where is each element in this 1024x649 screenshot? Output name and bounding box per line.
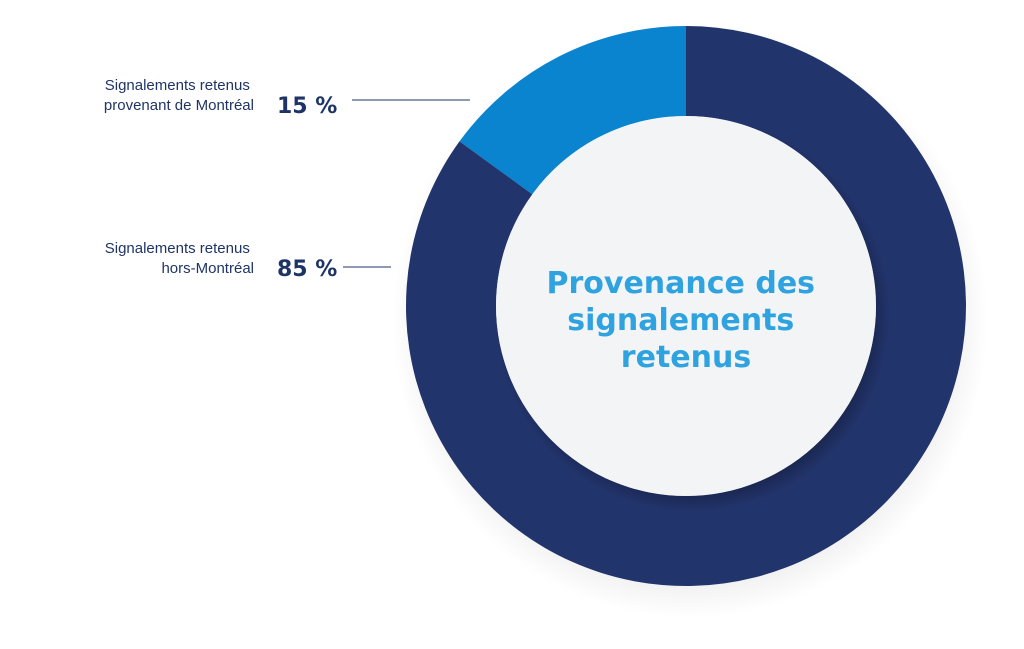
- legend-value-hors-montreal: 85 %: [277, 257, 337, 282]
- legend-label-montreal-line-1: Signalements retenus: [105, 77, 250, 94]
- legend-label-hors-montreal-line-1: Signalements retenus: [105, 240, 250, 257]
- slice-montreal: [459, 26, 686, 195]
- legend: Signalements retenus provenant de Montré…: [104, 77, 470, 282]
- legend-label-hors-montreal: Signalements retenus hors-Montréal: [105, 240, 254, 277]
- legend-entry-montreal: Signalements retenus provenant de Montré…: [104, 77, 470, 119]
- legend-label-montreal: Signalements retenus provenant de Montré…: [104, 77, 254, 114]
- legend-entry-hors-montreal: Signalements retenus hors-Montréal 85 %: [105, 240, 391, 282]
- chart-title: Provenance des signalements retenus: [547, 266, 826, 375]
- chart-title-line-1: Provenance des: [547, 266, 816, 301]
- legend-label-hors-montreal-line-2: hors-Montréal: [161, 260, 254, 277]
- legend-value-montreal: 15 %: [277, 94, 337, 119]
- legend-label-montreal-line-2: provenant de Montréal: [104, 97, 254, 114]
- chart-title-line-3: retenus: [621, 340, 751, 375]
- chart-title-line-2: signalements: [567, 303, 794, 338]
- center-disc: [496, 116, 876, 496]
- donut-center: [494, 116, 890, 512]
